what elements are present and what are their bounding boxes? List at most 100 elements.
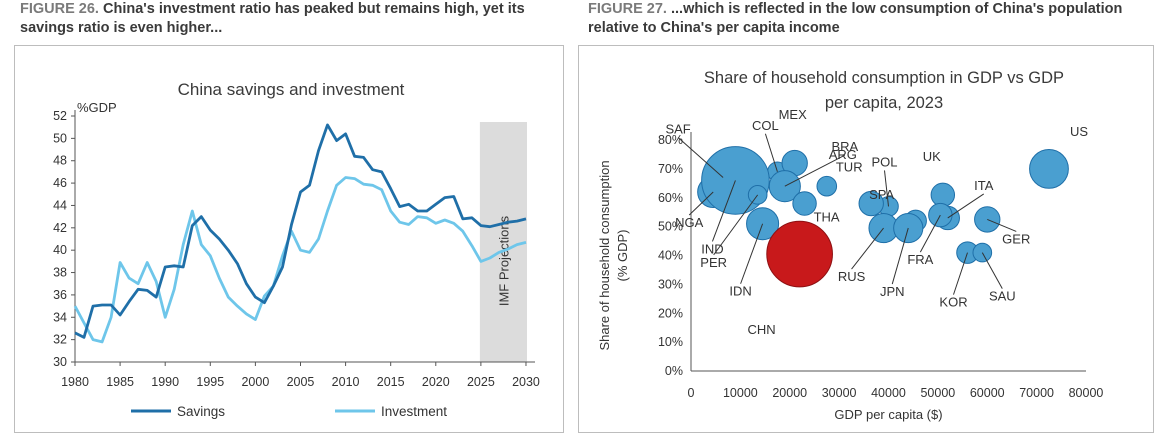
leader-line-per bbox=[713, 194, 759, 256]
y-tick-label: 50% bbox=[658, 220, 683, 234]
point-label-saf: SAF bbox=[665, 122, 690, 137]
y-tick-label: 38 bbox=[53, 266, 67, 280]
bubble-chn bbox=[766, 220, 833, 288]
leader-line-ind bbox=[711, 180, 736, 242]
point-label-ind: IND bbox=[701, 241, 723, 256]
x-tick-label: 50000 bbox=[920, 386, 955, 400]
point-label-arg: ARG bbox=[829, 147, 857, 162]
point-label-sau: SAU bbox=[989, 289, 1016, 304]
y-tick-label: 44 bbox=[53, 198, 67, 212]
bubble-us bbox=[1029, 148, 1069, 189]
projection-label: IMF Projections bbox=[496, 215, 511, 306]
leader-line-sau bbox=[981, 252, 1003, 289]
figure-26-caption: FIGURE 26. China's investment ratio has … bbox=[20, 0, 580, 38]
point-label-uk: UK bbox=[923, 149, 941, 164]
y-tick-label: 30% bbox=[658, 277, 683, 291]
x-tick-label: 1995 bbox=[196, 375, 224, 389]
leader-line-kor bbox=[953, 252, 968, 295]
y-tick-label: 40 bbox=[53, 243, 67, 257]
y-tick-label: 0% bbox=[665, 364, 683, 378]
point-label-ita: ITA bbox=[974, 178, 994, 193]
point-label-tur: TUR bbox=[836, 160, 863, 175]
y-tick-label: 10% bbox=[658, 335, 683, 349]
projection-shade bbox=[479, 122, 527, 362]
point-label-ger: GER bbox=[1002, 231, 1030, 246]
legend-label-savings: Savings bbox=[177, 404, 225, 419]
bubble-tur bbox=[858, 190, 884, 217]
savings-investment-panel: China savings and investment IMF Projecti… bbox=[14, 45, 564, 433]
y-axis-unit: %GDP bbox=[77, 100, 117, 115]
point-label-chn: CHN bbox=[748, 322, 776, 337]
bubble-tha bbox=[792, 191, 817, 216]
x-tick-label: 30000 bbox=[822, 386, 857, 400]
x-tick-label: 1980 bbox=[61, 375, 89, 389]
x-axis-title: GDP per capita ($) bbox=[834, 407, 942, 422]
leader-line-jpn bbox=[891, 227, 909, 285]
savings-investment-chart: China savings and investment IMF Projecti… bbox=[53, 80, 540, 419]
leader-line-pol bbox=[884, 170, 889, 207]
leader-line-col bbox=[764, 133, 778, 172]
y-tick-label: 50 bbox=[53, 131, 67, 145]
bubble-arg bbox=[816, 175, 838, 197]
x-tick-label: 60000 bbox=[970, 386, 1005, 400]
point-label-bra: BRA bbox=[831, 139, 858, 154]
y-axis-title-line-1: Share of household consumption bbox=[597, 160, 612, 350]
x-tick-label: 2000 bbox=[241, 375, 269, 389]
y-tick-label: 20% bbox=[658, 306, 683, 320]
point-label-rus: RUS bbox=[838, 269, 866, 284]
x-tick-label: 2030 bbox=[512, 375, 540, 389]
x-tick-label: 2015 bbox=[377, 375, 405, 389]
y-tick-label: 60% bbox=[658, 191, 683, 205]
point-label-col: COL bbox=[752, 118, 779, 133]
y-tick-label: 46 bbox=[53, 176, 67, 190]
y-tick-label: 32 bbox=[53, 333, 67, 347]
figure-27-text: ...which is reflected in the low consump… bbox=[588, 1, 1123, 36]
x-tick-label: 0 bbox=[688, 386, 695, 400]
consumption-vs-gdp-chart: Share of household consumption in GDP vs… bbox=[597, 69, 1104, 422]
x-tick-label: 10000 bbox=[723, 386, 758, 400]
chart-title-line-2: per capita, 2023 bbox=[825, 94, 943, 112]
chart-title-line-1: Share of household consumption in GDP vs… bbox=[704, 69, 1064, 87]
figure-27-label: FIGURE 27. bbox=[588, 1, 667, 17]
y-tick-label: 34 bbox=[53, 310, 67, 324]
y-tick-label: 40% bbox=[658, 249, 683, 263]
y-axis-title-line-2: (% GDP) bbox=[615, 230, 630, 282]
x-tick-label: 1990 bbox=[151, 375, 179, 389]
point-label-spa: SPA bbox=[869, 187, 894, 202]
bubble-uk bbox=[930, 182, 956, 208]
x-tick-label: 2020 bbox=[422, 375, 450, 389]
series-line-savings bbox=[74, 123, 527, 339]
y-tick-label: 36 bbox=[53, 288, 67, 302]
x-tick-label: 2010 bbox=[332, 375, 360, 389]
legend-label-investment: Investment bbox=[381, 404, 447, 419]
point-label-mex: MEX bbox=[779, 107, 808, 122]
leader-line-idn bbox=[740, 223, 764, 284]
y-tick-label: 48 bbox=[53, 154, 67, 168]
x-tick-label: 70000 bbox=[1019, 386, 1054, 400]
leader-line-saf bbox=[677, 137, 724, 178]
leader-line-nga bbox=[688, 191, 714, 216]
point-label-per: PER bbox=[700, 255, 727, 270]
watermark-overlay bbox=[830, 415, 1110, 433]
leader-line-rus bbox=[851, 227, 884, 270]
point-label-tha: THA bbox=[814, 210, 840, 225]
consumption-gdp-panel: Share of household consumption in GDP vs… bbox=[578, 45, 1154, 433]
x-tick-label: 1985 bbox=[106, 375, 134, 389]
x-tick-label: 40000 bbox=[871, 386, 906, 400]
point-label-kor: KOR bbox=[939, 295, 967, 310]
leader-line-ger bbox=[987, 218, 1017, 232]
x-tick-label: 2025 bbox=[467, 375, 495, 389]
point-label-pol: POL bbox=[871, 154, 897, 169]
x-tick-label: 80000 bbox=[1069, 386, 1104, 400]
x-tick-label: 20000 bbox=[772, 386, 807, 400]
point-label-jpn: JPN bbox=[880, 284, 905, 299]
x-tick-label: 2005 bbox=[287, 375, 315, 389]
y-tick-label: 30 bbox=[53, 355, 67, 369]
leader-line-ita bbox=[947, 193, 985, 219]
series-line-investment bbox=[73, 176, 527, 344]
y-tick-label: 70% bbox=[658, 162, 683, 176]
point-label-idn: IDN bbox=[729, 284, 751, 299]
chart-title: China savings and investment bbox=[178, 80, 405, 99]
leader-line-fra bbox=[919, 214, 941, 253]
figure-26-text: China's investment ratio has peaked but … bbox=[20, 1, 525, 36]
